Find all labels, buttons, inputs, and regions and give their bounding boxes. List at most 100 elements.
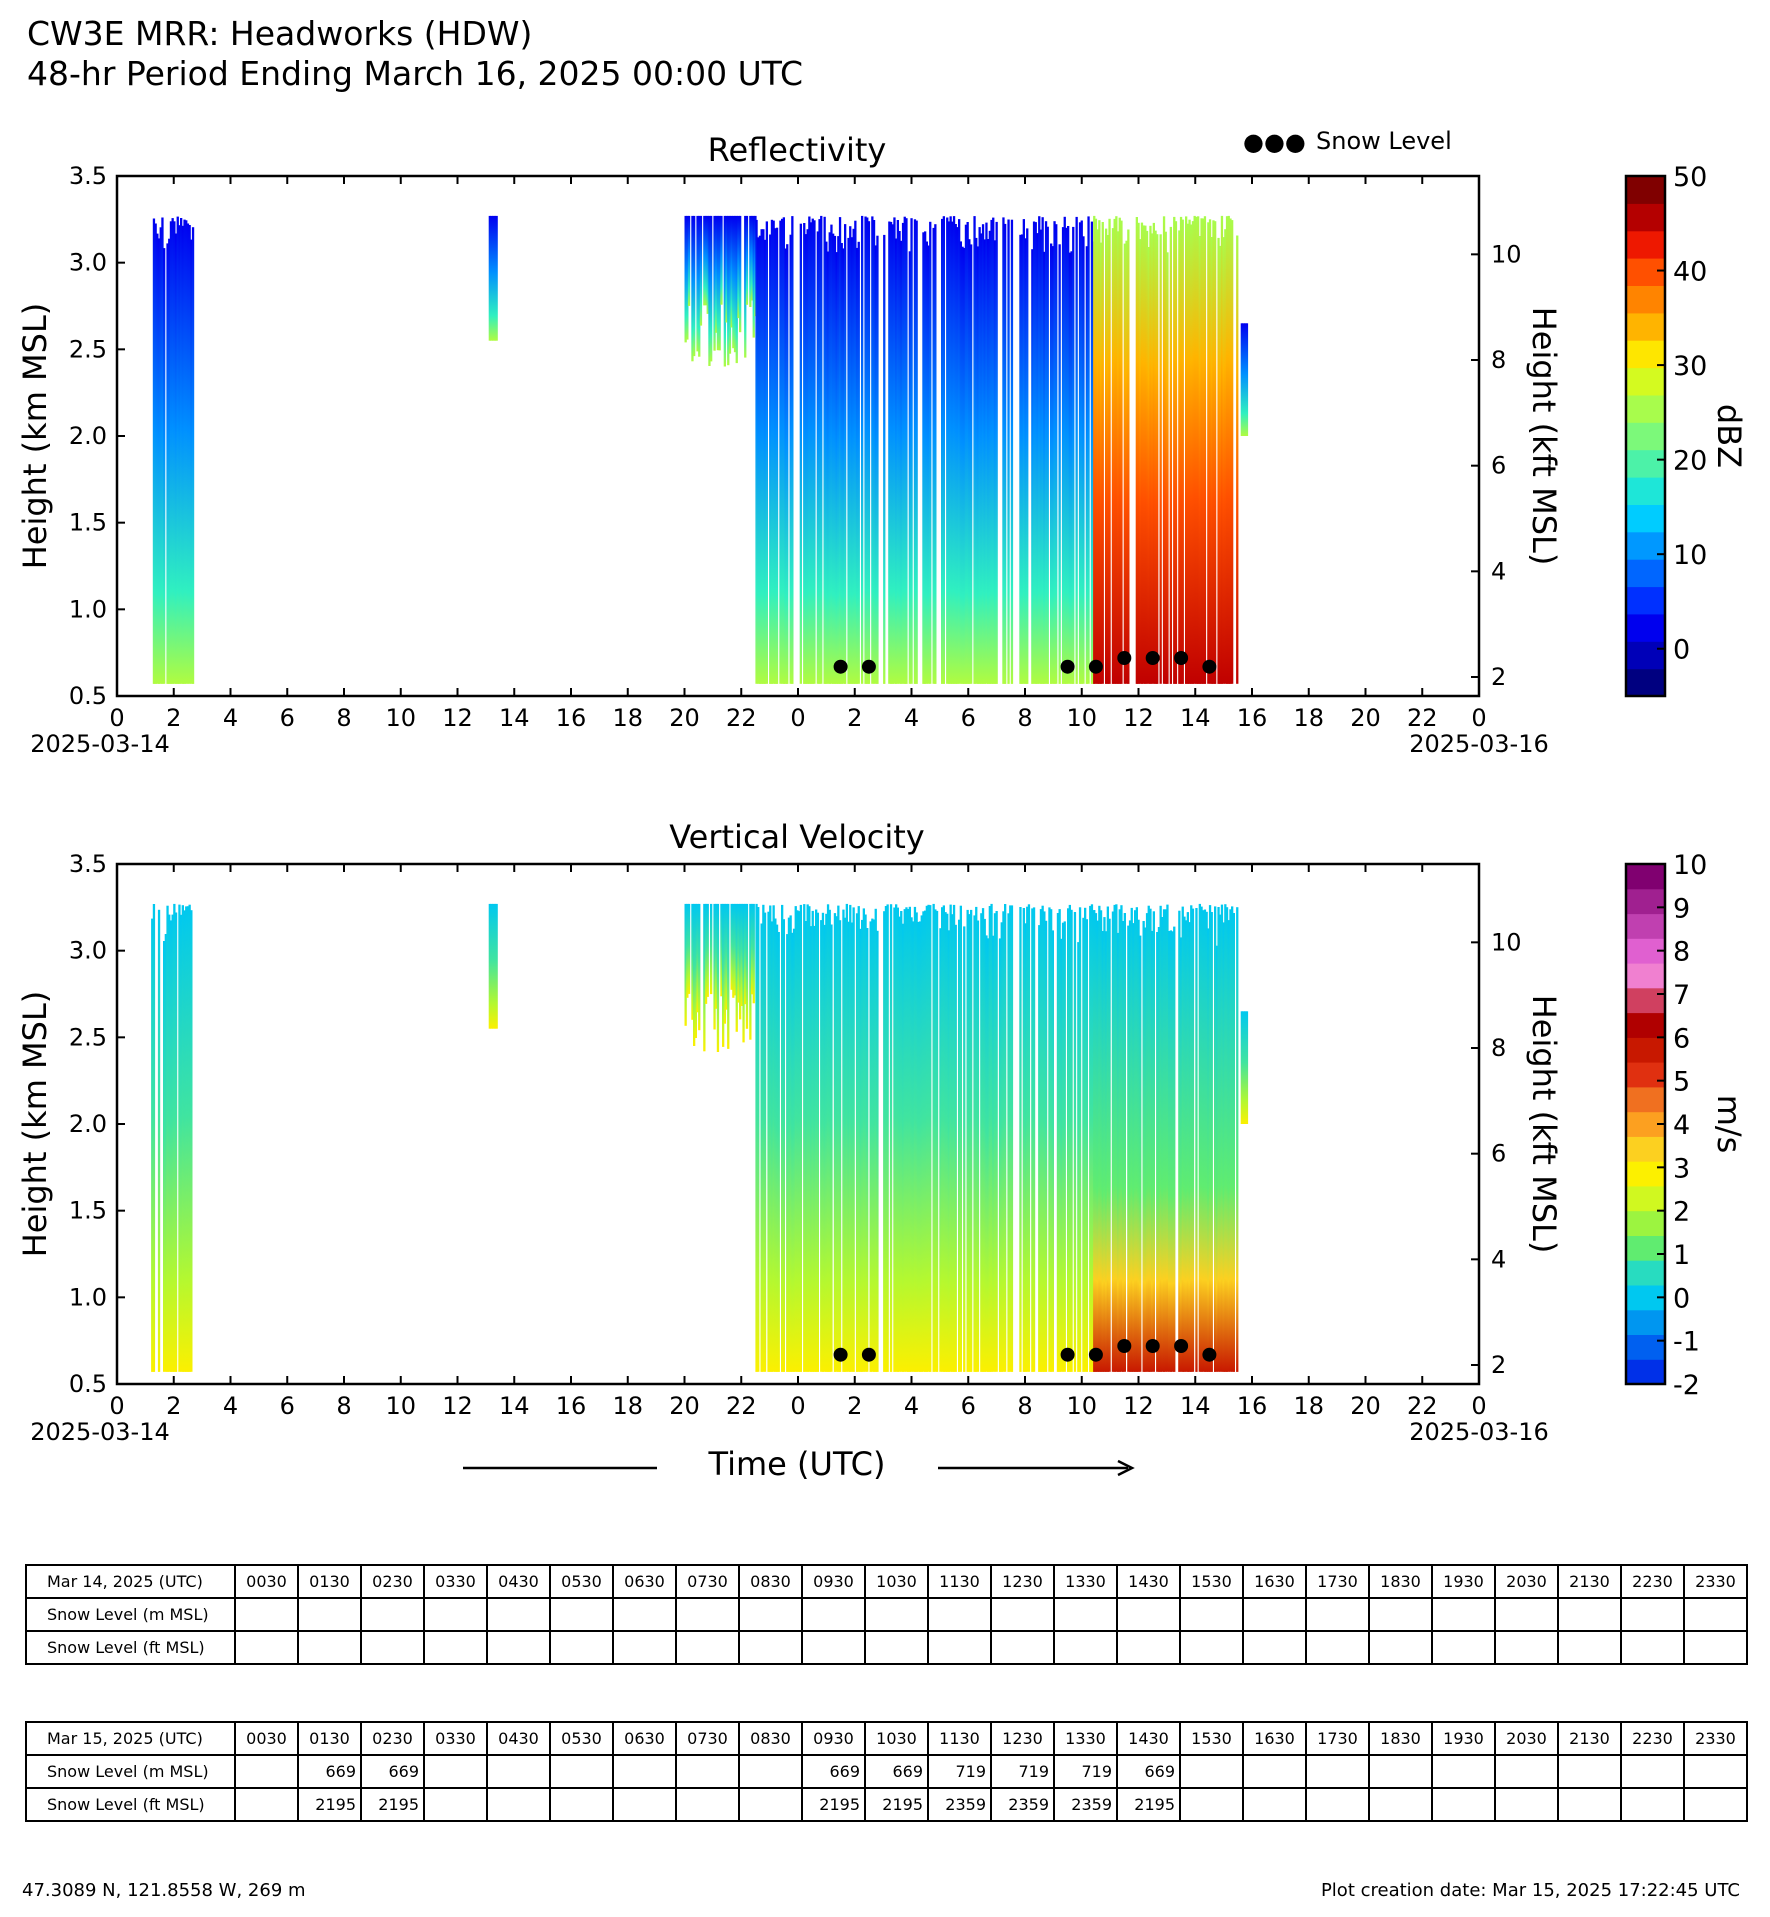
y-tick-label: 1.0 bbox=[69, 595, 107, 623]
echo-streak bbox=[855, 913, 859, 1372]
echo-streak bbox=[1191, 908, 1195, 1372]
echo-streak bbox=[171, 914, 174, 1372]
colorbar-tick-label: 4 bbox=[1673, 1110, 1690, 1141]
echo-streak bbox=[816, 231, 819, 684]
echo-streak bbox=[872, 919, 876, 1372]
table-cell-ft bbox=[612, 1787, 677, 1822]
table-cell-ft: 2195 bbox=[297, 1787, 362, 1822]
table-time-header: 1330 bbox=[1053, 1564, 1118, 1599]
echo-streak bbox=[774, 228, 777, 684]
table-row-label-m: Snow Level (m MSL) bbox=[25, 1754, 236, 1789]
echo-streak bbox=[1142, 225, 1145, 684]
table-time-header: 1430 bbox=[1116, 1564, 1181, 1599]
echo-streak bbox=[1099, 242, 1103, 684]
echo-streak bbox=[733, 903, 737, 996]
echo-streak bbox=[686, 903, 689, 998]
x-tick-label: 14 bbox=[499, 1392, 530, 1420]
x-tick-label: 22 bbox=[1407, 1392, 1438, 1420]
snow-level-legend: ●●● Snow Level bbox=[1243, 127, 1452, 156]
table-cell-ft bbox=[1431, 1630, 1496, 1665]
table-time-header: 0830 bbox=[738, 1721, 803, 1756]
echo-streak bbox=[687, 215, 691, 306]
echo-streak bbox=[1166, 904, 1169, 1372]
echo-streak bbox=[698, 215, 701, 357]
echo-streak bbox=[1232, 913, 1235, 1372]
table-row-label-ft: Snow Level (ft MSL) bbox=[25, 1630, 236, 1665]
echo-streak bbox=[842, 248, 845, 684]
echo-streak bbox=[789, 234, 792, 684]
colorbar-segment bbox=[1626, 422, 1665, 451]
x-tick-label: 2 bbox=[166, 704, 181, 732]
echo-streak bbox=[1161, 917, 1164, 1372]
colorbar-tick-label: 6 bbox=[1673, 1023, 1690, 1054]
echo-streak bbox=[912, 921, 915, 1372]
echo-streak bbox=[798, 911, 801, 1372]
table-cell-ft bbox=[423, 1787, 488, 1822]
table-cell-ft bbox=[927, 1630, 992, 1665]
echo-streak bbox=[884, 906, 888, 1372]
table-cell-ft bbox=[1242, 1787, 1307, 1822]
echo-streak bbox=[1046, 226, 1049, 684]
echo-streak bbox=[1094, 913, 1098, 1372]
plot-creation-date: Plot creation date: Mar 15, 2025 17:22:4… bbox=[1320, 1880, 1740, 1901]
echo-streak bbox=[832, 233, 835, 684]
echo-streak bbox=[1137, 919, 1140, 1372]
echo-streak bbox=[825, 913, 828, 1372]
table-cell-m bbox=[1242, 1597, 1307, 1632]
echo-streak bbox=[1022, 219, 1025, 684]
echo-streak bbox=[1159, 905, 1162, 1372]
colorbar-segment bbox=[1626, 285, 1665, 314]
echo-streak bbox=[735, 215, 738, 364]
table-cell-m: 669 bbox=[864, 1754, 929, 1789]
snow-level-point bbox=[833, 659, 848, 674]
reflectivity-right-ylabel: Height (kft MSL) bbox=[1525, 307, 1563, 566]
echo-streak bbox=[1245, 323, 1249, 436]
echo-streak bbox=[893, 217, 896, 684]
echo-streak bbox=[1225, 907, 1229, 1372]
x-tick-label: 10 bbox=[1066, 704, 1097, 732]
echo-streak bbox=[1038, 925, 1041, 1372]
echo-streak bbox=[171, 218, 174, 684]
echo-streak bbox=[992, 217, 995, 684]
table-time-header: 1530 bbox=[1179, 1721, 1244, 1756]
echo-streak bbox=[964, 224, 968, 684]
snow-level-point bbox=[1202, 659, 1217, 674]
echo-streak bbox=[183, 910, 186, 1372]
echo-streak bbox=[1240, 323, 1243, 436]
echo-streak bbox=[781, 904, 784, 1372]
echo-streak bbox=[1007, 219, 1010, 684]
echo-streak bbox=[1208, 219, 1212, 684]
echo-streak bbox=[737, 903, 740, 1003]
echo-streak bbox=[903, 216, 906, 684]
echo-streak bbox=[1080, 220, 1083, 684]
echo-streak bbox=[975, 237, 978, 684]
x-tick-label: 8 bbox=[336, 704, 351, 732]
echo-streak bbox=[1178, 230, 1181, 684]
echo-streak bbox=[1019, 234, 1022, 684]
echo-streak bbox=[1217, 237, 1220, 684]
table-cell-ft bbox=[864, 1630, 929, 1665]
echo-streak bbox=[774, 918, 777, 1372]
echo-streak bbox=[1098, 905, 1101, 1372]
echo-streak bbox=[1087, 216, 1090, 684]
colorbar-segment bbox=[1626, 1086, 1665, 1113]
echo-streak bbox=[704, 215, 708, 306]
echo-streak bbox=[833, 235, 837, 684]
echo-streak bbox=[855, 247, 859, 684]
colorbar-segment bbox=[1626, 641, 1665, 670]
x-tick-label: 16 bbox=[556, 1392, 587, 1420]
table-cell-ft bbox=[1494, 1630, 1559, 1665]
echo-streak bbox=[949, 904, 952, 1372]
table-cell-m bbox=[1683, 1754, 1748, 1789]
echo-streak bbox=[180, 218, 183, 684]
echo-streak bbox=[770, 219, 774, 684]
echo-streak bbox=[157, 909, 161, 1372]
echo-streak bbox=[1000, 922, 1003, 1372]
echo-streak bbox=[1188, 922, 1191, 1372]
echo-streak bbox=[710, 215, 713, 362]
echo-streak bbox=[838, 920, 842, 1372]
echo-streak bbox=[850, 237, 854, 684]
reflectivity-y-ticks: 0.5 1.0 1.5 2.0 2.5 3.0 3.5 2 4 6 8 10 bbox=[69, 162, 1522, 710]
echo-streak bbox=[799, 904, 802, 1372]
echo-streak bbox=[1229, 218, 1232, 684]
